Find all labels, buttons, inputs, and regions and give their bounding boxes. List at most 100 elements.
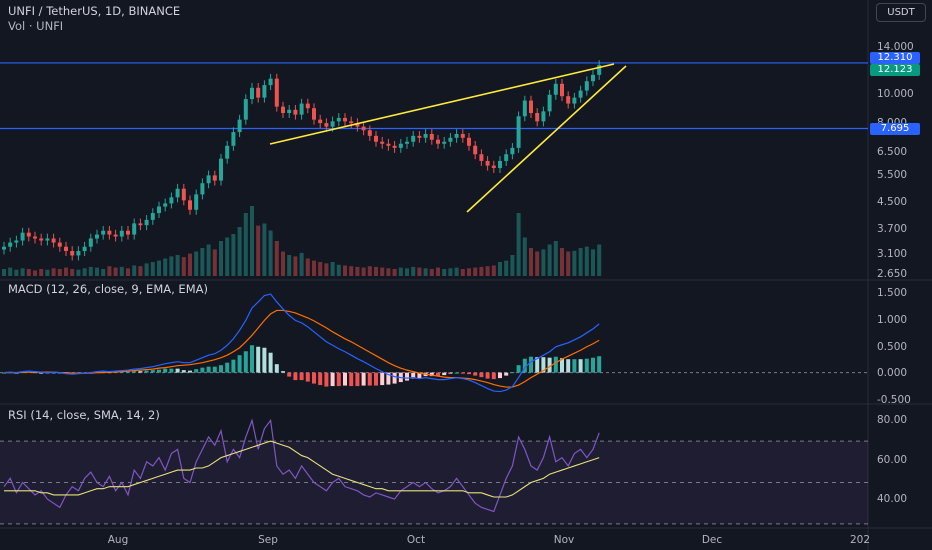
candle-body bbox=[343, 117, 347, 122]
candle-body bbox=[324, 123, 329, 127]
candle-body bbox=[262, 85, 267, 98]
volume-bar bbox=[293, 256, 298, 276]
volume-bar bbox=[411, 266, 416, 276]
volume-bar bbox=[126, 268, 130, 276]
rsi-y-tick-label: 60.00 bbox=[877, 454, 908, 466]
macd-histogram-bar bbox=[175, 368, 180, 373]
macd-histogram-bar bbox=[237, 355, 242, 373]
macd-histogram-bar bbox=[268, 352, 273, 373]
candle-body bbox=[541, 111, 546, 122]
macd-histogram-bar bbox=[330, 372, 335, 387]
candle-body bbox=[485, 160, 490, 166]
x-tick-label: Sep bbox=[258, 534, 278, 546]
candle-body bbox=[250, 87, 254, 100]
candle-body bbox=[572, 97, 577, 104]
candle-body bbox=[392, 145, 397, 148]
currency-button[interactable]: USDT bbox=[876, 3, 926, 22]
volume-bar bbox=[39, 269, 44, 276]
macd-histogram-bar bbox=[169, 368, 174, 373]
macd-histogram-bar bbox=[281, 371, 285, 373]
macd-histogram-bar bbox=[380, 372, 385, 386]
volume-bar bbox=[367, 266, 372, 276]
candle-body bbox=[95, 234, 99, 239]
macd-histogram-bar bbox=[132, 371, 137, 373]
candle-body bbox=[560, 83, 564, 97]
candle-body bbox=[287, 109, 292, 113]
candle-body bbox=[355, 123, 360, 127]
volume-bar bbox=[312, 260, 316, 276]
x-tick-label: Nov bbox=[553, 534, 575, 546]
upper-trendline bbox=[269, 63, 615, 145]
macd-histogram-bar bbox=[250, 345, 254, 373]
macd-histogram-bar bbox=[411, 372, 416, 379]
macd-histogram-bar bbox=[578, 359, 583, 373]
macd-histogram-bar bbox=[318, 372, 323, 386]
macd-y-tick-label: 1.500 bbox=[877, 287, 908, 299]
rsi-ma-line bbox=[4, 440, 600, 498]
candle-body bbox=[467, 137, 471, 146]
volume-bar bbox=[206, 244, 211, 276]
macd-histogram-bar bbox=[498, 372, 502, 379]
candle-body bbox=[522, 100, 527, 117]
volume-bar bbox=[566, 251, 571, 276]
volume-bar bbox=[144, 263, 149, 276]
macd-histogram-bar bbox=[324, 372, 329, 387]
macd-histogram-bar bbox=[479, 372, 484, 378]
candle-body bbox=[491, 165, 496, 168]
volume-bar bbox=[516, 213, 521, 276]
volume-bar bbox=[429, 269, 434, 276]
volume-bar bbox=[442, 269, 447, 276]
macd-y-tick-label: 1.000 bbox=[877, 314, 908, 326]
candle-body bbox=[293, 109, 298, 115]
candle-body bbox=[336, 117, 341, 122]
macd-histogram-bar bbox=[163, 368, 168, 373]
candle-body bbox=[181, 188, 186, 201]
resistance-price-tag[interactable]: 12.310 bbox=[870, 52, 920, 64]
candle-body bbox=[448, 137, 453, 142]
volume-bar bbox=[76, 269, 81, 276]
candle-body bbox=[411, 135, 416, 142]
x-tick-label: Oct bbox=[406, 534, 426, 546]
candle-body bbox=[299, 103, 304, 115]
macd-histogram-bar bbox=[516, 365, 521, 373]
candle-body bbox=[380, 141, 385, 144]
macd-y-tick-label: 0.000 bbox=[877, 367, 908, 379]
volume-bar bbox=[398, 267, 403, 276]
macd-histogram-bar bbox=[188, 370, 192, 373]
volume-bar bbox=[70, 269, 75, 276]
candle-body bbox=[206, 175, 211, 184]
macd-histogram-bar bbox=[454, 372, 459, 374]
volume-bar bbox=[584, 246, 589, 276]
support-price-tag[interactable]: 7.695 bbox=[870, 123, 920, 135]
candle-body bbox=[169, 197, 174, 204]
candle-body bbox=[281, 106, 285, 113]
candle-body bbox=[51, 238, 56, 243]
macd-histogram-bar bbox=[572, 359, 577, 373]
volume-bar bbox=[274, 241, 279, 276]
candle-body bbox=[150, 213, 155, 220]
volume-bar bbox=[355, 266, 360, 276]
volume-bar bbox=[405, 268, 409, 276]
candle-body bbox=[268, 78, 273, 86]
candle-body bbox=[417, 135, 422, 138]
volume-bar bbox=[262, 223, 267, 276]
candle-body bbox=[113, 234, 118, 237]
volume-bar bbox=[212, 249, 217, 276]
last-price-tag[interactable]: 12.123 bbox=[870, 64, 920, 76]
macd-histogram-bar bbox=[429, 372, 434, 377]
candle-body bbox=[157, 206, 161, 214]
volume-bar bbox=[132, 265, 137, 276]
macd-histogram-bar bbox=[566, 359, 571, 373]
candle-body bbox=[88, 238, 93, 247]
candle-body bbox=[70, 251, 75, 256]
volume-bar bbox=[231, 234, 236, 276]
macd-histogram-bar bbox=[535, 357, 540, 373]
macd-histogram-bar bbox=[39, 372, 44, 374]
volume-bar bbox=[181, 257, 186, 276]
candle-body bbox=[454, 133, 459, 138]
candle-body bbox=[64, 246, 68, 252]
volume-bar bbox=[448, 268, 453, 276]
volume-bar bbox=[237, 227, 242, 276]
rsi-line bbox=[3, 418, 600, 513]
